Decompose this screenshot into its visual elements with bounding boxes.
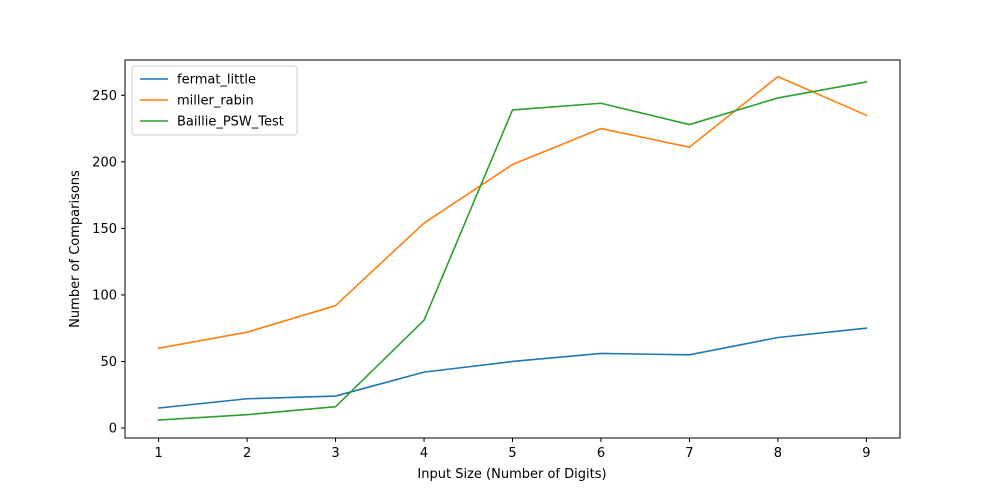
x-tick-label: 2 xyxy=(243,446,251,461)
x-tick-label: 7 xyxy=(685,446,693,461)
y-tick-label: 200 xyxy=(92,155,117,170)
x-tick-label: 9 xyxy=(862,446,870,461)
y-tick-label: 0 xyxy=(109,422,117,437)
y-tick-label: 100 xyxy=(92,288,117,303)
ticks-layer: 1 2 3 4 5 6 7 8 9 0 50 100 150 200 250 xyxy=(92,89,870,461)
y-axis-label: Number of Comparisons xyxy=(68,170,83,328)
x-tick-label: 6 xyxy=(597,446,605,461)
legend-label-miller-rabin: miller_rabin xyxy=(177,94,254,109)
legend: fermat_little miller_rabin Baillie_PSW_Tes… xyxy=(131,65,298,136)
series-line-fermat-little xyxy=(157,327,868,409)
legend-label-baillie-psw-test: Baillie_PSW_Test xyxy=(177,115,284,130)
y-tick-label: 250 xyxy=(92,89,117,104)
x-tick-label: 1 xyxy=(154,446,162,461)
x-axis-label: Input Size (Number of Digits) xyxy=(417,467,606,482)
x-tick-label: 3 xyxy=(331,446,339,461)
series-line-baillie-psw-test xyxy=(157,81,868,421)
x-tick-label: 5 xyxy=(508,446,516,461)
lines-layer xyxy=(157,75,868,421)
legend-box xyxy=(131,65,298,136)
y-tick-label: 50 xyxy=(100,355,117,370)
series-line-miller-rabin xyxy=(157,75,868,350)
plot-frame xyxy=(124,59,901,439)
y-tick-label: 150 xyxy=(92,222,117,237)
x-tick-label: 4 xyxy=(420,446,428,461)
x-tick-label: 8 xyxy=(774,446,782,461)
legend-label-fermat-little: fermat_little xyxy=(177,73,256,88)
